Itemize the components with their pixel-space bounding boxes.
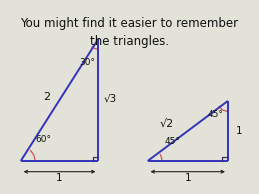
Text: 1: 1 bbox=[184, 173, 191, 184]
Text: √2: √2 bbox=[160, 119, 174, 129]
Text: √3: √3 bbox=[103, 94, 117, 104]
Text: 45°: 45° bbox=[207, 110, 223, 119]
Text: 30°: 30° bbox=[79, 58, 95, 67]
Text: 1: 1 bbox=[236, 126, 243, 136]
Text: You might find it easier to remember: You might find it easier to remember bbox=[20, 17, 239, 30]
Text: 1: 1 bbox=[56, 173, 63, 184]
Text: 2: 2 bbox=[43, 92, 50, 102]
Text: the triangles.: the triangles. bbox=[90, 35, 169, 48]
Text: 60°: 60° bbox=[35, 135, 51, 144]
Text: 45°: 45° bbox=[164, 138, 180, 146]
